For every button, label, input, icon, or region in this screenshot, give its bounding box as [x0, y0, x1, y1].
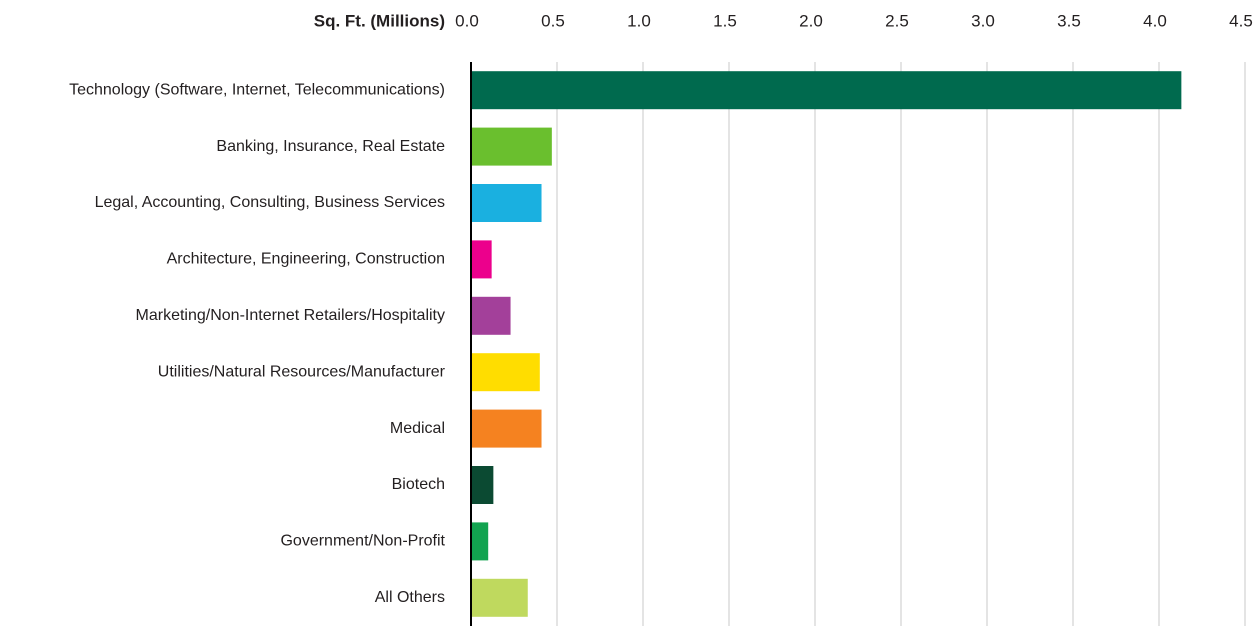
- y-tick-label: Biotech: [392, 476, 445, 493]
- y-tick-label: Legal, Accounting, Consulting, Business …: [95, 194, 445, 211]
- bar: [471, 184, 542, 222]
- x-tick-label: 3.0: [971, 11, 995, 30]
- y-tick-label: Government/Non-Profit: [280, 533, 445, 550]
- bar: [471, 127, 552, 166]
- x-tick-label: 4.5: [1229, 11, 1253, 30]
- bar: [471, 522, 489, 561]
- x-tick-label: 2.5: [885, 11, 909, 30]
- bar: [471, 240, 492, 279]
- bar: [471, 409, 542, 448]
- x-tick-label: 4.0: [1143, 11, 1167, 30]
- bar: [471, 71, 1182, 110]
- y-tick-label: Technology (Software, Internet, Telecomm…: [69, 81, 445, 98]
- bar: [471, 578, 528, 617]
- x-tick-label: 1.5: [713, 11, 737, 30]
- x-tick-label: 1.0: [627, 11, 651, 30]
- bar: [471, 296, 511, 335]
- bar: [471, 466, 494, 504]
- y-tick-label: Medical: [390, 420, 445, 437]
- bar: [471, 353, 540, 392]
- x-tick-label: 0.5: [541, 11, 565, 30]
- y-tick-label: All Others: [375, 589, 445, 606]
- x-tick-label: 2.0: [799, 11, 823, 30]
- y-tick-label: Architecture, Engineering, Construction: [167, 251, 445, 268]
- y-tick-label: Utilities/Natural Resources/Manufacturer: [158, 363, 446, 380]
- x-tick-label: 3.5: [1057, 11, 1081, 30]
- chart-title: Sq. Ft. (Millions): [314, 11, 445, 30]
- y-tick-label: Banking, Insurance, Real Estate: [216, 138, 445, 155]
- y-tick-label: Marketing/Non-Internet Retailers/Hospita…: [136, 307, 445, 324]
- x-tick-label: 0.0: [455, 11, 479, 30]
